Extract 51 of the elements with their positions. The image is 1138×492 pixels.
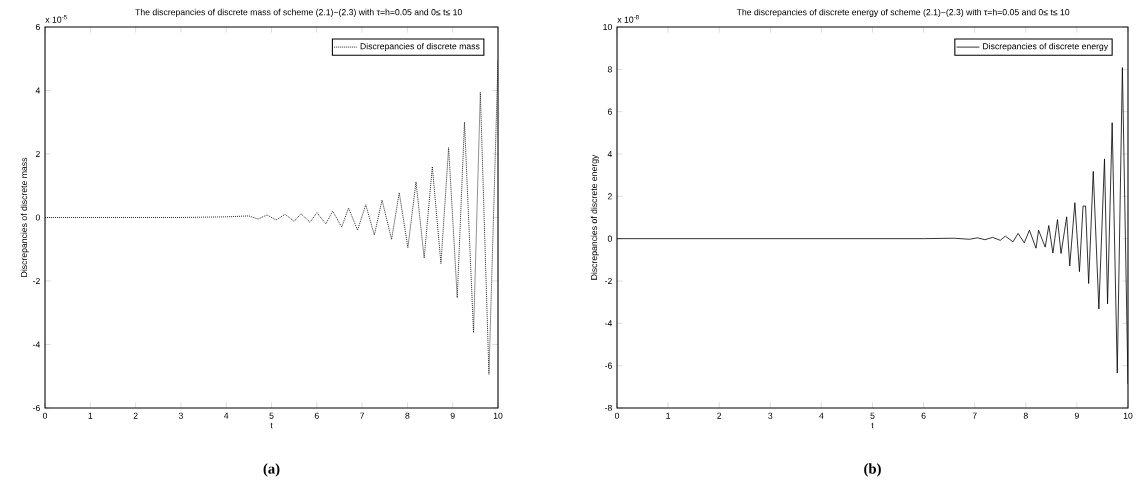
text: (b) bbox=[864, 463, 881, 477]
y-tick-label: -2 bbox=[32, 277, 40, 285]
y-tick-label: 0 bbox=[35, 214, 40, 221]
x-tick-label: 3 bbox=[768, 412, 773, 419]
y-tick-label: 4 bbox=[607, 151, 613, 157]
x-tick-label: 6 bbox=[921, 412, 926, 419]
x-tick-label: 4 bbox=[819, 412, 824, 419]
x-tick-label: 2 bbox=[133, 412, 138, 419]
y-tick-label: 0 bbox=[607, 235, 612, 242]
x-tick-label: 0 bbox=[42, 412, 48, 419]
legend-label: Discrepancies of discrete mass bbox=[360, 42, 480, 52]
x-axis-title: t bbox=[270, 422, 273, 429]
y-axis-title: Discrepancies of discrete energy bbox=[590, 154, 599, 280]
x-tick-label: 5 bbox=[269, 412, 274, 419]
x-tick-label: 1 bbox=[666, 412, 671, 419]
x-tick-label: 4 bbox=[224, 412, 229, 419]
text: x 10$^{-5}$ bbox=[45, 15, 67, 23]
x-tick-label: 9 bbox=[1074, 412, 1079, 419]
x-tick-label: 10 bbox=[1123, 412, 1133, 419]
y-tick-label: 2 bbox=[607, 193, 612, 200]
x-tick-label: 7 bbox=[972, 412, 977, 419]
y-tick-label: -6 bbox=[32, 404, 40, 412]
y-tick-label: 6 bbox=[35, 23, 40, 31]
x-tick-label: 8 bbox=[1023, 412, 1028, 419]
chart-title: The discrepancies of discrete energy of scheme (2.1)−(2.3) with τ=h=0.05 and 0≤ t≤ 10 bbox=[736, 8, 1070, 17]
x-tick-label: 6 bbox=[314, 412, 319, 419]
y-tick-label: 2 bbox=[35, 150, 40, 158]
x-tick-label: 10 bbox=[493, 412, 503, 419]
y-tick-label: -6 bbox=[604, 362, 612, 369]
x-tick-label: 1 bbox=[88, 412, 93, 419]
y-axis-title: Discrepancies of discrete mass bbox=[20, 157, 29, 277]
x-tick-label: 8 bbox=[405, 412, 410, 419]
y-tick-label: -4 bbox=[32, 341, 41, 348]
y-tick-label: 8 bbox=[607, 66, 612, 73]
y-tick-label: 4 bbox=[35, 87, 41, 94]
legend-label: Discrepancies of discrete energy bbox=[983, 42, 1109, 52]
text: x 10$^{-8}$ bbox=[617, 15, 639, 23]
x-tick-label: 2 bbox=[717, 412, 722, 419]
chart-title: The discrepancies of discrete mass of scheme (2.1)−(2.3) with τ=h=0.05 and 0≤ t≤ 10 bbox=[135, 8, 462, 17]
y-tick-label: 10 bbox=[603, 23, 612, 31]
y-tick-label: -8 bbox=[604, 404, 612, 412]
x-tick-label: 0 bbox=[614, 412, 620, 419]
y-tick-label: 6 bbox=[607, 108, 612, 115]
y-tick-label: -4 bbox=[604, 320, 613, 327]
x-tick-label: 9 bbox=[450, 412, 455, 419]
y-tick-label: -2 bbox=[604, 277, 612, 285]
text: (a) bbox=[263, 463, 280, 477]
x-tick-label: 7 bbox=[360, 412, 365, 419]
x-tick-label: 3 bbox=[178, 412, 183, 419]
x-axis-title: t bbox=[871, 422, 874, 429]
x-tick-label: 5 bbox=[870, 412, 875, 419]
